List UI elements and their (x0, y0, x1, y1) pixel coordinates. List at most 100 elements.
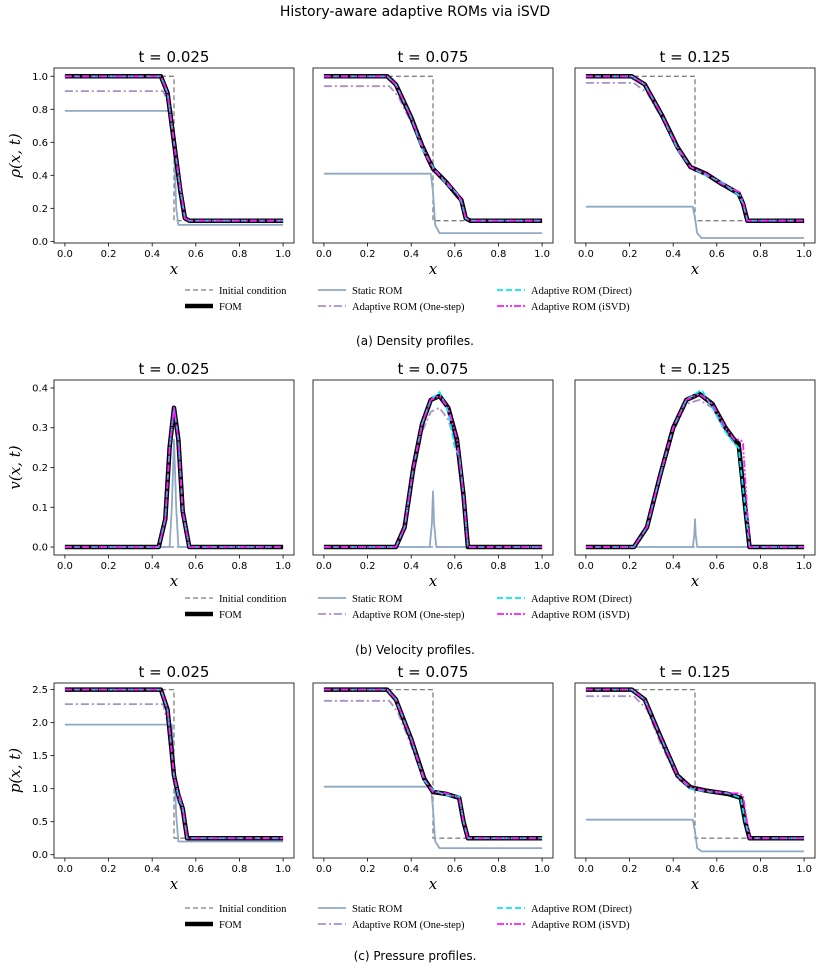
subplot-r0-c0: 0.0 0.2 0.4 0.6 0.8 1.0 0.0 0.2 0.4 0.6 0.8 1.0 t = … (6, 48, 295, 278)
y-tick-label: 0.0 (32, 850, 48, 861)
legend-label: Static ROM (352, 286, 403, 297)
x-tick-label: 0.8 (232, 249, 248, 260)
x-tick-label: 1.0 (275, 249, 291, 260)
x-tick-label: 0.2 (360, 864, 376, 875)
subfigure-caption: (a) Density profiles. (356, 334, 474, 348)
series-line-fom (64, 405, 284, 550)
axes-frame (574, 67, 816, 244)
x-tick-label: 0.2 (101, 561, 117, 572)
subplot-title: t = 0.075 (398, 48, 469, 66)
series-group (585, 687, 805, 853)
x-axis-label: x (170, 572, 179, 590)
y-tick-label: 1.5 (32, 751, 48, 762)
series-line-static-rom (585, 205, 805, 239)
axes-frame (312, 379, 554, 556)
legend-label: Adaptive ROM (iSVD) (531, 302, 630, 313)
series-line-adaptive-rom-direct (64, 406, 284, 548)
x-tick-label: 0.6 (709, 864, 725, 875)
series-line-initial-condition (585, 75, 805, 222)
subfigure-caption: (b) Velocity profiles. (355, 643, 475, 657)
subplot-title: t = 0.125 (660, 360, 731, 378)
legend-label: Adaptive ROM (iSVD) (531, 610, 630, 621)
legend-label: Adaptive ROM (iSVD) (531, 920, 630, 931)
subplot-title: t = 0.025 (139, 663, 210, 681)
x-tick-label: 1.0 (534, 249, 550, 260)
series-line-adaptive-rom-isvd (64, 688, 284, 840)
y-axis-label: p(x, t) (6, 748, 24, 793)
x-tick-label: 0.8 (491, 864, 507, 875)
series-group (323, 74, 543, 235)
x-axis-label: x (691, 875, 700, 893)
series-line-adaptive-rom-one-step (323, 406, 543, 548)
x-tick-label: 1.0 (796, 864, 812, 875)
y-tick-label: 0.6 (32, 138, 48, 149)
y-tick-label: 0.3 (32, 423, 48, 434)
series-line-static-rom (585, 518, 805, 548)
x-tick-label: 1.0 (796, 561, 812, 572)
series-line-adaptive-rom-isvd (585, 75, 805, 222)
x-tick-label: 0.0 (578, 864, 594, 875)
x-tick-label: 0.2 (101, 864, 117, 875)
axes-frame (312, 67, 554, 244)
legend-label: Initial condition (219, 904, 287, 915)
series-group (323, 687, 543, 849)
series-line-static-rom (323, 785, 543, 849)
x-tick-label: 0.6 (709, 249, 725, 260)
y-tick-label: 0.8 (32, 105, 48, 116)
x-tick-label: 1.0 (534, 561, 550, 572)
series-line-adaptive-rom-isvd (323, 394, 543, 548)
y-tick-label: 1.0 (32, 72, 48, 83)
y-tick-label: 0.4 (32, 383, 48, 394)
series-line-adaptive-rom-direct (585, 75, 805, 222)
series-line-adaptive-rom-isvd (323, 688, 543, 840)
x-tick-label: 1.0 (796, 249, 812, 260)
subplot-title: t = 0.125 (660, 663, 731, 681)
x-tick-label: 0.6 (447, 864, 463, 875)
subplot-r1-c1: 0.0 0.2 0.4 0.6 0.8 1.0 t = 0.075 x (312, 360, 554, 590)
y-tick-label: 0.5 (32, 817, 48, 828)
series-line-static-rom (323, 490, 543, 548)
legend-label: Adaptive ROM (Direct) (531, 904, 632, 915)
y-axis-label: ρ(x, t) (6, 133, 24, 179)
axes-frame (53, 67, 295, 244)
series-line-adaptive-rom-isvd (585, 688, 805, 840)
x-tick-label: 0.4 (144, 561, 160, 572)
x-tick-label: 0.4 (144, 864, 160, 875)
x-tick-label: 0.0 (316, 864, 332, 875)
axes-frame (574, 682, 816, 859)
x-tick-label: 1.0 (534, 864, 550, 875)
x-axis-label: x (170, 875, 179, 893)
x-tick-label: 0.6 (447, 249, 463, 260)
subfigure-caption: (c) Pressure profiles. (354, 949, 477, 963)
legend-label: Initial condition (219, 594, 287, 605)
series-line-static-rom (323, 172, 543, 235)
x-tick-label: 0.2 (622, 561, 638, 572)
legend-label: Adaptive ROM (One-step) (352, 920, 465, 931)
x-tick-label: 0.8 (232, 864, 248, 875)
x-tick-label: 0.6 (447, 561, 463, 572)
x-tick-label: 1.0 (275, 561, 291, 572)
series-group (585, 388, 805, 550)
legend-label: Static ROM (352, 904, 403, 915)
series-line-adaptive-rom-direct (585, 688, 805, 840)
x-tick-label: 0.2 (360, 561, 376, 572)
series-line-static-rom (64, 438, 284, 548)
x-tick-label: 0.8 (491, 561, 507, 572)
series-line-adaptive-rom-one-step (323, 85, 543, 223)
legend-label: Adaptive ROM (One-step) (352, 610, 465, 621)
series-line-fom (585, 391, 805, 550)
subplot-r2-c0: 0.0 0.2 0.4 0.6 0.8 1.0 0.0 0.5 1.0 1.5 2.0 2.5 t = … (6, 663, 295, 893)
x-tick-label: 0.0 (316, 249, 332, 260)
legend-label: FOM (219, 302, 242, 313)
y-tick-label: 2.5 (32, 685, 48, 696)
x-tick-label: 0.0 (316, 561, 332, 572)
series-line-static-rom (585, 818, 805, 853)
series-group (585, 74, 805, 239)
axes-frame (574, 379, 816, 556)
series-group (323, 390, 543, 550)
series-line-adaptive-rom-isvd (323, 75, 543, 222)
x-axis-label: x (429, 260, 438, 278)
subplot-title: t = 0.075 (398, 360, 469, 378)
x-tick-label: 0.4 (403, 864, 419, 875)
